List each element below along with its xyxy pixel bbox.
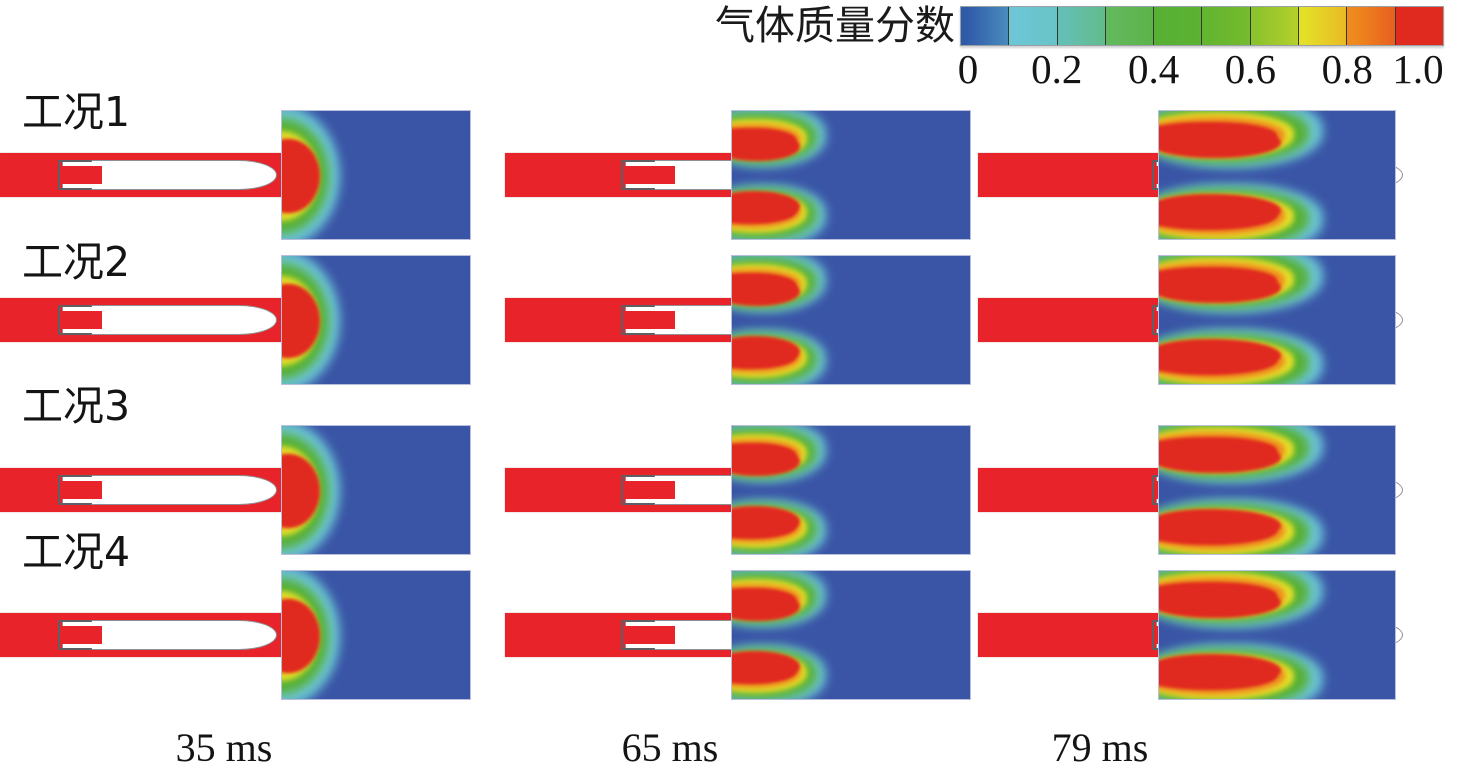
gas-plume-core bbox=[1159, 509, 1281, 541]
colorbar-segment bbox=[1009, 7, 1058, 45]
simulation-panel bbox=[0, 255, 1476, 385]
computational-domain bbox=[731, 570, 971, 700]
colorbar-title: 气体质量分数 bbox=[715, 3, 955, 49]
colorbar-segment bbox=[1299, 7, 1348, 45]
colorbar-track bbox=[960, 6, 1444, 46]
gas-chamber bbox=[60, 166, 102, 184]
computational-domain bbox=[1158, 425, 1396, 555]
gas-plume-core bbox=[732, 591, 800, 621]
gas-plume-core bbox=[1159, 586, 1281, 618]
time-label-35ms: 35 ms bbox=[175, 725, 273, 770]
computational-domain bbox=[281, 425, 471, 555]
gas-chamber bbox=[623, 311, 675, 329]
sabot-bracket bbox=[58, 475, 92, 505]
colorbar-segment bbox=[1395, 7, 1443, 45]
gas-plume-core bbox=[1159, 441, 1281, 473]
simulation-panel bbox=[0, 570, 1476, 700]
colorbar bbox=[960, 6, 1444, 46]
gas-chamber bbox=[60, 481, 102, 499]
gas-plume-core bbox=[732, 336, 800, 366]
sabot-bracket bbox=[58, 620, 92, 650]
colorbar-segment bbox=[1202, 7, 1251, 45]
case-label-2: 工况2 bbox=[22, 238, 131, 286]
gas-chamber bbox=[60, 626, 102, 644]
case-label-3: 工况3 bbox=[22, 382, 131, 430]
computational-domain bbox=[1158, 255, 1396, 385]
gas-plume-core bbox=[732, 651, 800, 681]
colorbar-tick: 0.2 bbox=[1031, 46, 1083, 92]
simulation-panel bbox=[0, 425, 1476, 555]
colorbar-legend: 气体质量分数 0 0.2 0.4 0.6 0.8 1.0 bbox=[595, 0, 1476, 100]
simulation-panel bbox=[0, 425, 1476, 555]
computational-domain bbox=[281, 255, 471, 385]
simulation-panel bbox=[0, 110, 1476, 240]
simulation-panel bbox=[0, 425, 1476, 555]
simulation-panel bbox=[0, 110, 1476, 240]
computational-domain bbox=[1158, 110, 1396, 240]
gas-plume-core bbox=[732, 446, 800, 476]
colorbar-tick-labels: 0 0.2 0.4 0.6 0.8 1.0 bbox=[957, 44, 1444, 96]
computational-domain bbox=[731, 255, 971, 385]
simulation-panel bbox=[0, 255, 1476, 385]
gas-chamber bbox=[623, 166, 675, 184]
projectile-body bbox=[62, 475, 240, 505]
case-label-1: 工况1 bbox=[22, 88, 131, 136]
case-label-4: 工况4 bbox=[22, 528, 131, 576]
computational-domain bbox=[731, 110, 971, 240]
simulation-panel bbox=[0, 570, 1476, 700]
colorbar-segment bbox=[1154, 7, 1203, 45]
simulation-panel bbox=[0, 570, 1476, 700]
gas-chamber bbox=[623, 626, 675, 644]
gas-plume-core bbox=[732, 506, 800, 536]
sabot-bracket bbox=[621, 475, 655, 505]
colorbar-tick: 0 bbox=[957, 46, 979, 92]
gas-plume-core bbox=[732, 276, 800, 306]
sabot-bracket bbox=[621, 160, 655, 190]
colorbar-segment bbox=[1105, 7, 1155, 45]
gas-plume-core bbox=[1159, 194, 1281, 226]
time-label-65ms: 65 ms bbox=[621, 725, 719, 770]
gas-plume-core bbox=[1159, 126, 1281, 158]
sabot-bracket bbox=[621, 620, 655, 650]
gas-plume-core bbox=[1159, 339, 1281, 371]
simulation-panel bbox=[0, 110, 1476, 240]
computational-domain bbox=[731, 425, 971, 555]
launch-tube bbox=[978, 298, 1164, 342]
colorbar-tick: 0.8 bbox=[1321, 46, 1373, 92]
gas-chamber bbox=[623, 481, 675, 499]
colorbar-tick: 1.0 bbox=[1392, 46, 1444, 92]
colorbar-segment bbox=[961, 7, 1010, 45]
sabot-bracket bbox=[621, 305, 655, 335]
colorbar-segment bbox=[1347, 7, 1396, 45]
time-label-79ms: 79 ms bbox=[1051, 725, 1149, 770]
launch-tube bbox=[978, 613, 1164, 657]
gas-chamber bbox=[60, 311, 102, 329]
simulation-panel bbox=[0, 255, 1476, 385]
sabot-bracket bbox=[58, 160, 92, 190]
gas-plume-core bbox=[1159, 271, 1281, 303]
sabot-bracket bbox=[58, 305, 92, 335]
computational-domain bbox=[1158, 570, 1396, 700]
gas-plume-core bbox=[732, 131, 800, 161]
colorbar-segment bbox=[1057, 7, 1106, 45]
launch-tube bbox=[978, 153, 1164, 197]
launch-tube bbox=[978, 468, 1164, 512]
computational-domain bbox=[281, 110, 471, 240]
gas-plume-core bbox=[1159, 654, 1281, 686]
colorbar-segment bbox=[1250, 7, 1300, 45]
computational-domain bbox=[281, 570, 471, 700]
gas-plume-core bbox=[732, 191, 800, 221]
colorbar-tick: 0.6 bbox=[1224, 46, 1277, 92]
colorbar-tick: 0.4 bbox=[1127, 46, 1180, 92]
